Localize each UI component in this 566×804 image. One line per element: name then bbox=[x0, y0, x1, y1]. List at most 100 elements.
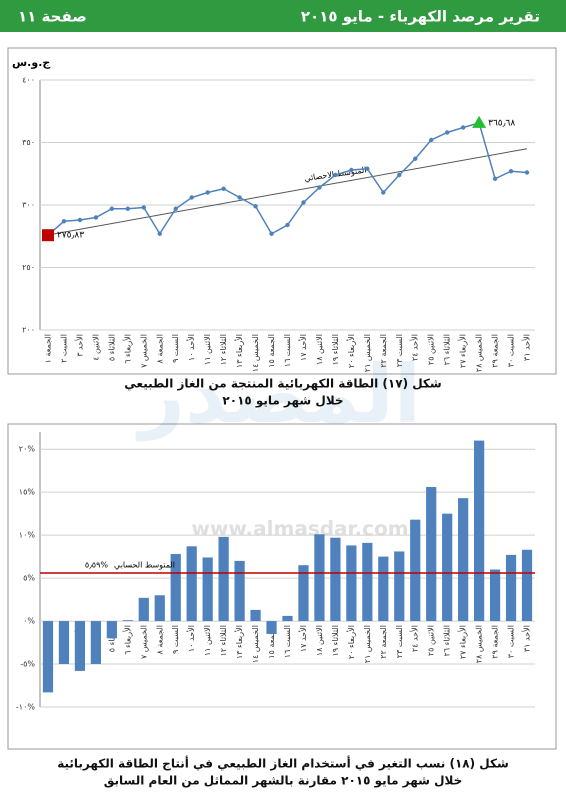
data-line bbox=[47, 121, 528, 236]
bar bbox=[282, 615, 293, 622]
x-tick-label: الخميس ٢٨ bbox=[475, 334, 484, 372]
bar bbox=[346, 545, 357, 622]
bar bbox=[122, 620, 133, 622]
bar bbox=[378, 556, 389, 622]
y-tick-label: ٠% bbox=[23, 617, 35, 626]
header-title: تقرير مرصد الكهرباء - مايو ٢٠١٥ bbox=[301, 8, 540, 26]
x-tick-label: الخميس ٢١ bbox=[363, 625, 372, 663]
x-tick-label: الأربعاء ١٣ bbox=[234, 625, 244, 659]
x-tick-label: الثلاثاء ٥ bbox=[107, 625, 116, 652]
y-tick-label: ٢٥٠ bbox=[22, 263, 35, 272]
bar bbox=[474, 440, 485, 622]
point bbox=[365, 166, 370, 171]
point bbox=[508, 169, 514, 174]
mean-name: المتوسط الحسابي bbox=[114, 561, 175, 570]
bar bbox=[106, 621, 117, 639]
point bbox=[301, 200, 306, 205]
bar bbox=[138, 597, 149, 622]
watermark-url: www.almasdar.com bbox=[191, 517, 408, 541]
point bbox=[492, 176, 498, 181]
x-tick-label: الخميس ١٤ bbox=[251, 625, 260, 663]
x-tick-label: الخميس ٧ bbox=[139, 334, 148, 368]
bar bbox=[74, 621, 86, 671]
x-tick-label: الثلاثاء ٢٦ bbox=[443, 625, 452, 656]
x-tick-label: السبت ٩ bbox=[171, 334, 180, 363]
point bbox=[221, 186, 226, 191]
bar bbox=[426, 487, 437, 622]
point bbox=[524, 170, 530, 175]
x-tick-label: الاثنين ١٨ bbox=[315, 625, 324, 656]
value-label: ٢٧٥٫٨٣ bbox=[57, 231, 84, 241]
point bbox=[237, 195, 242, 200]
point bbox=[189, 195, 194, 200]
point bbox=[397, 172, 402, 178]
bar bbox=[314, 534, 325, 622]
chart-subtitle: خلال شهر مايو ٢٠١٥ مقارنة بالشهر المماثل… bbox=[104, 774, 463, 789]
point bbox=[253, 204, 258, 209]
point bbox=[381, 190, 386, 195]
x-tick-label: الجمعة ٨ bbox=[155, 625, 164, 654]
point bbox=[413, 156, 418, 161]
x-tick-label: السبت ٣٠ bbox=[507, 334, 516, 367]
point bbox=[317, 185, 322, 190]
bar bbox=[410, 519, 421, 622]
x-tick-label: الاثنين ٤ bbox=[91, 334, 100, 361]
x-tick-label: الأحد ١٧ bbox=[298, 334, 308, 361]
point bbox=[77, 217, 83, 223]
y-tick-label: ١٠% bbox=[19, 531, 36, 540]
bar bbox=[521, 549, 533, 622]
x-tick-label: السبت ٩ bbox=[171, 625, 180, 654]
bar bbox=[202, 557, 213, 622]
x-tick-label: الخميس ٢١ bbox=[363, 334, 372, 372]
bar bbox=[505, 554, 517, 622]
x-tick-label: الأربعاء ١٣ bbox=[234, 334, 244, 368]
point bbox=[349, 167, 354, 173]
point bbox=[61, 219, 67, 224]
chart-frame bbox=[7, 47, 557, 375]
y-tick-label: ٣٠٠ bbox=[22, 201, 35, 210]
x-tick-label: الأحد ٣١ bbox=[522, 625, 532, 652]
x-tick-label: السبت ٢٣ bbox=[395, 625, 404, 658]
point bbox=[157, 231, 162, 236]
x-tick-label: الأربعاء ٢٠ bbox=[346, 625, 356, 659]
y-tick-label: ٤٠٠ bbox=[22, 76, 35, 85]
x-tick-label: الأحد ٣١ bbox=[522, 334, 532, 361]
bar bbox=[394, 551, 405, 622]
x-tick-label: الأحد ١٠ bbox=[186, 334, 196, 361]
page-number: صفحة ١١ bbox=[18, 8, 87, 26]
x-tick-label: الخميس ٢٨ bbox=[475, 625, 484, 663]
y-tick-label: ١٥% bbox=[19, 488, 36, 497]
bar bbox=[489, 569, 501, 622]
bar bbox=[234, 560, 245, 622]
x-tick-label: الثلاثاء ١٢ bbox=[219, 334, 228, 365]
x-tick-label: الأحد ٢٤ bbox=[410, 334, 420, 361]
bar bbox=[458, 498, 469, 622]
bar bbox=[442, 513, 453, 622]
bar bbox=[250, 609, 261, 622]
x-tick-label: الأحد ١٠ bbox=[186, 625, 196, 652]
y-tick-label: ٥% bbox=[23, 574, 35, 583]
x-tick-label: السبت ١٦ bbox=[283, 334, 292, 367]
x-tick-label: الجمعة ٢٢ bbox=[379, 334, 388, 368]
x-tick-label: الجمعة ٨ bbox=[155, 334, 164, 363]
header-bar bbox=[0, 0, 566, 32]
bar bbox=[170, 554, 181, 622]
point bbox=[141, 205, 146, 210]
x-tick-label: الثلاثاء ٢٦ bbox=[443, 334, 452, 365]
x-tick-label: الأربعاء ٢٧ bbox=[458, 625, 468, 659]
y-tick-label: ٢٠٠ bbox=[22, 326, 35, 335]
point bbox=[109, 206, 115, 211]
bar bbox=[154, 595, 165, 622]
bar bbox=[218, 536, 229, 622]
x-tick-label: السبت ١٦ bbox=[283, 625, 292, 658]
y-tick-label: ٣٥٠ bbox=[22, 138, 35, 147]
y-tick-label: -٥% bbox=[20, 660, 35, 669]
point bbox=[173, 206, 178, 211]
x-tick-label: السبت ٣٠ bbox=[507, 625, 516, 658]
mean-value: ٥٫٥٩% bbox=[85, 561, 109, 570]
bar bbox=[42, 621, 54, 693]
x-tick-label: السبت ٢ bbox=[59, 334, 68, 363]
point bbox=[125, 206, 131, 211]
x-tick-label: السبت ٢٣ bbox=[395, 334, 404, 367]
x-tick-label: الجمعة ٢٩ bbox=[491, 334, 500, 368]
